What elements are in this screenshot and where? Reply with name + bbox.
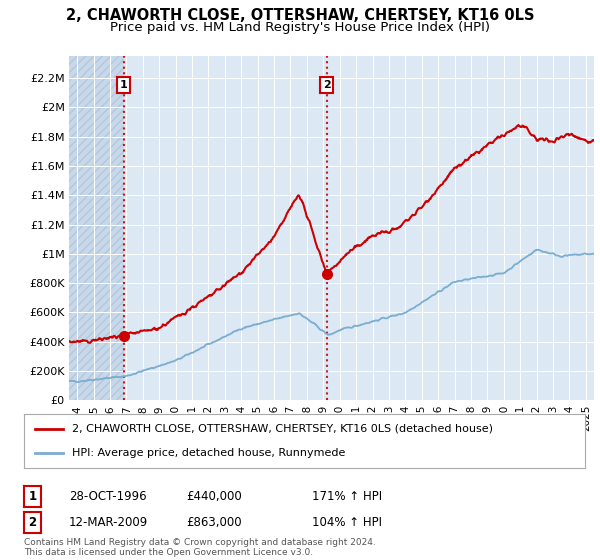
Text: 2, CHAWORTH CLOSE, OTTERSHAW, CHERTSEY, KT16 0LS: 2, CHAWORTH CLOSE, OTTERSHAW, CHERTSEY, … — [66, 8, 534, 24]
Text: 2, CHAWORTH CLOSE, OTTERSHAW, CHERTSEY, KT16 0LS (detached house): 2, CHAWORTH CLOSE, OTTERSHAW, CHERTSEY, … — [71, 424, 493, 434]
Text: 2: 2 — [28, 516, 37, 529]
Text: 28-OCT-1996: 28-OCT-1996 — [69, 489, 146, 503]
Text: £440,000: £440,000 — [186, 489, 242, 503]
Text: 2: 2 — [323, 80, 331, 90]
Text: 171% ↑ HPI: 171% ↑ HPI — [312, 489, 382, 503]
Text: 104% ↑ HPI: 104% ↑ HPI — [312, 516, 382, 529]
Text: Price paid vs. HM Land Registry's House Price Index (HPI): Price paid vs. HM Land Registry's House … — [110, 21, 490, 34]
Text: £863,000: £863,000 — [186, 516, 242, 529]
Text: 1: 1 — [120, 80, 128, 90]
Text: HPI: Average price, detached house, Runnymede: HPI: Average price, detached house, Runn… — [71, 448, 345, 458]
Bar — [69, 56, 124, 400]
Text: Contains HM Land Registry data © Crown copyright and database right 2024.
This d: Contains HM Land Registry data © Crown c… — [24, 538, 376, 557]
Text: 1: 1 — [28, 489, 37, 503]
Text: 12-MAR-2009: 12-MAR-2009 — [69, 516, 148, 529]
